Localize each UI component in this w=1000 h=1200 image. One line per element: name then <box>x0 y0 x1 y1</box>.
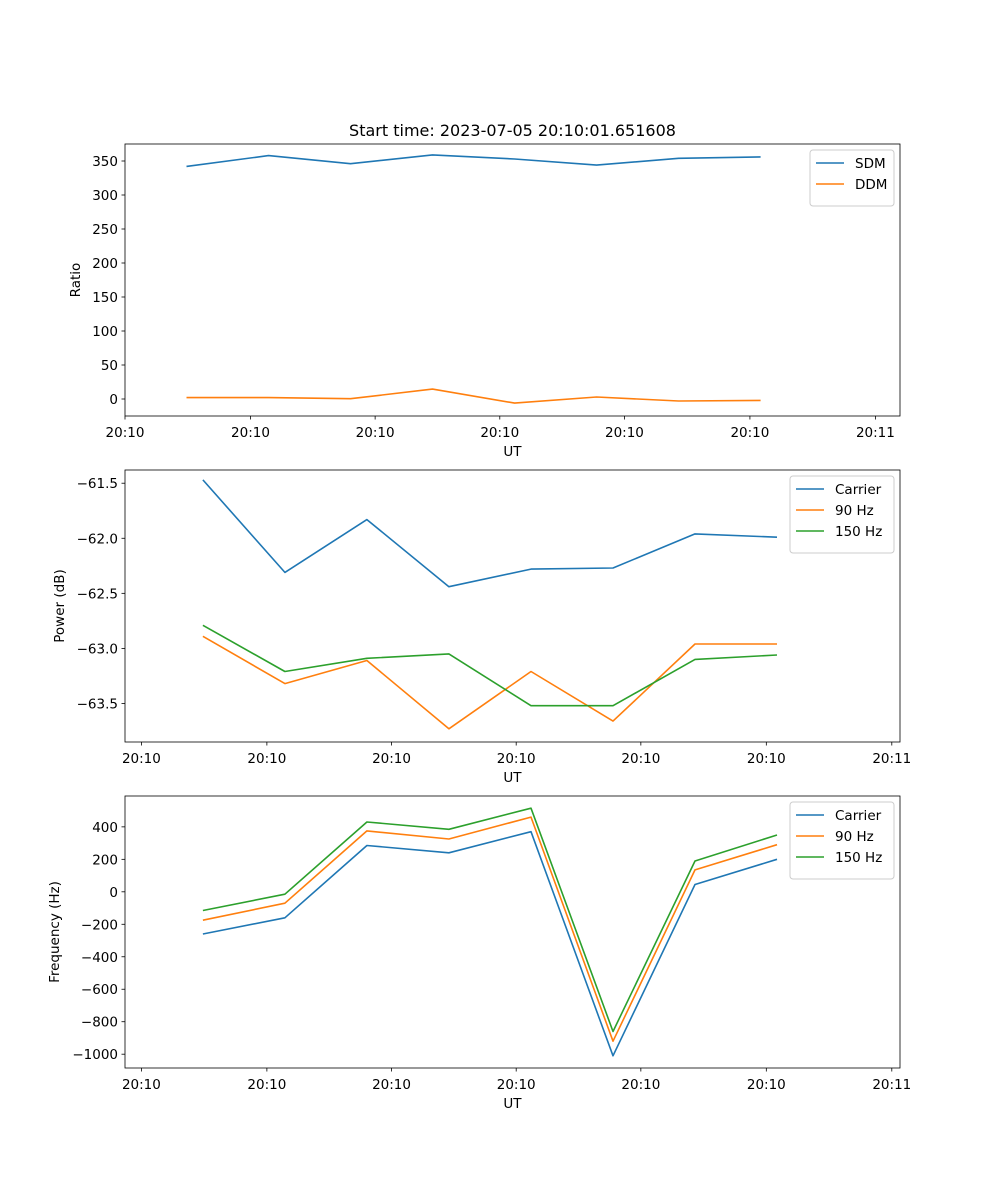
frequency-xtick-label: 20:10 <box>247 1077 286 1093</box>
power-xtick-label: 20:10 <box>747 751 786 767</box>
ratio-ylabel: Ratio <box>68 263 84 298</box>
power-series-carrier-line <box>202 479 778 588</box>
frequency-legend-150-hz-label: 150 Hz <box>835 850 882 866</box>
frequency-legend-box <box>789 801 895 880</box>
frequency-ylabel: Frequency (Hz) <box>47 881 63 983</box>
ratio-ytick-label: 250 <box>92 222 118 238</box>
power-xtick-label: 20:10 <box>621 751 660 767</box>
frequency-ytick-label: −800 <box>81 1015 118 1031</box>
frequency-xtick-label: 20:10 <box>747 1077 786 1093</box>
ratio-xtick-label: 20:10 <box>605 425 644 441</box>
power-legend-150-hz-label: 150 Hz <box>835 524 882 540</box>
frequency-xtick-label: 20:11 <box>872 1077 911 1093</box>
frequency-ytick-label: 0 <box>109 885 118 901</box>
frequency-panel: −1000 −800 −600 −400 −200 0 200 400 20:10 20:10 20… <box>47 795 911 1112</box>
power-xtick-label: 20:10 <box>372 751 411 767</box>
ratio-xtick-label: 20:10 <box>356 425 395 441</box>
frequency-ytick-label: −600 <box>81 982 118 998</box>
ratio-xlabel: UT <box>503 444 522 460</box>
power-series-90-hz-line <box>202 635 777 730</box>
ratio-legend-ddm-label: DDM <box>855 177 887 193</box>
power-ytick-label: −62.5 <box>77 586 118 602</box>
frequency-ytick-label: −400 <box>81 950 118 966</box>
frequency-xtick-label: 20:10 <box>497 1077 536 1093</box>
ratio-xtick-label: 20:11 <box>856 425 895 441</box>
frequency-axes-frame <box>124 795 901 1069</box>
frequency-xtick-label: 20:10 <box>621 1077 660 1093</box>
ratio-ytick-label: 300 <box>92 188 118 204</box>
power-ytick-label: −63.0 <box>77 641 118 657</box>
frequency-xtick-label: 20:10 <box>122 1077 161 1093</box>
power-ylabel: Power (dB) <box>52 569 68 642</box>
power-ytick-label: −61.5 <box>77 476 118 492</box>
power-ytick-label: −62.0 <box>77 531 118 547</box>
power-axes-frame <box>124 469 901 743</box>
frequency-legend-90-hz-label: 90 Hz <box>835 829 874 845</box>
frequency-ytick-label: −200 <box>81 917 118 933</box>
power-xtick-label: 20:10 <box>497 751 536 767</box>
ratio-legend-sdm-label: SDM <box>855 156 886 172</box>
figure-title: Start time: 2023-07-05 20:10:01.651608 <box>349 121 676 140</box>
ratio-ytick-label: 0 <box>109 392 118 408</box>
ratio-ytick-label: 200 <box>92 256 118 272</box>
power-legend-carrier-label: Carrier <box>835 482 882 498</box>
power-panel: −63.5 −63.0 −62.5 −62.0 −61.5 20:10 20:10 20:10… <box>52 469 911 786</box>
ratio-series-sdm-line <box>186 154 761 168</box>
frequency-legend-carrier-label: Carrier <box>835 808 882 824</box>
ratio-xtick-label: 20:10 <box>106 425 145 441</box>
power-xtick-label: 20:10 <box>122 751 161 767</box>
frequency-series-90-hz-line <box>202 816 778 1042</box>
ratio-ytick-label: 50 <box>101 358 118 374</box>
ratio-xtick-label: 20:10 <box>231 425 270 441</box>
ratio-panel: 0 50 100 150 200 250 300 350 20:10 20:10 20:10 20:1… <box>68 143 901 460</box>
ratio-axes-frame <box>124 143 901 417</box>
ratio-series-ddm-line <box>186 388 761 404</box>
frequency-ytick-label: 200 <box>92 852 118 868</box>
power-legend-90-hz-label: 90 Hz <box>835 503 874 519</box>
frequency-series-carrier-line <box>202 830 778 1057</box>
power-xtick-label: 20:11 <box>872 751 911 767</box>
ratio-legend-box <box>809 149 895 207</box>
ratio-ytick-label: 150 <box>92 290 118 306</box>
power-xlabel: UT <box>503 770 522 786</box>
frequency-xlabel: UT <box>503 1096 522 1112</box>
frequency-ytick-label: 400 <box>92 820 118 836</box>
ratio-ytick-label: 350 <box>92 154 118 170</box>
frequency-xtick-label: 20:10 <box>372 1077 411 1093</box>
power-series-150-hz-line <box>202 624 778 707</box>
power-ytick-label: −63.5 <box>77 696 118 712</box>
power-xtick-label: 20:10 <box>247 751 286 767</box>
ratio-ytick-label: 100 <box>92 324 118 340</box>
frequency-ytick-label: −1000 <box>72 1047 118 1063</box>
power-legend-box <box>789 475 895 554</box>
ratio-xtick-label: 20:10 <box>730 425 769 441</box>
ratio-xtick-label: 20:10 <box>480 425 519 441</box>
frequency-series-150-hz-line <box>202 807 778 1033</box>
